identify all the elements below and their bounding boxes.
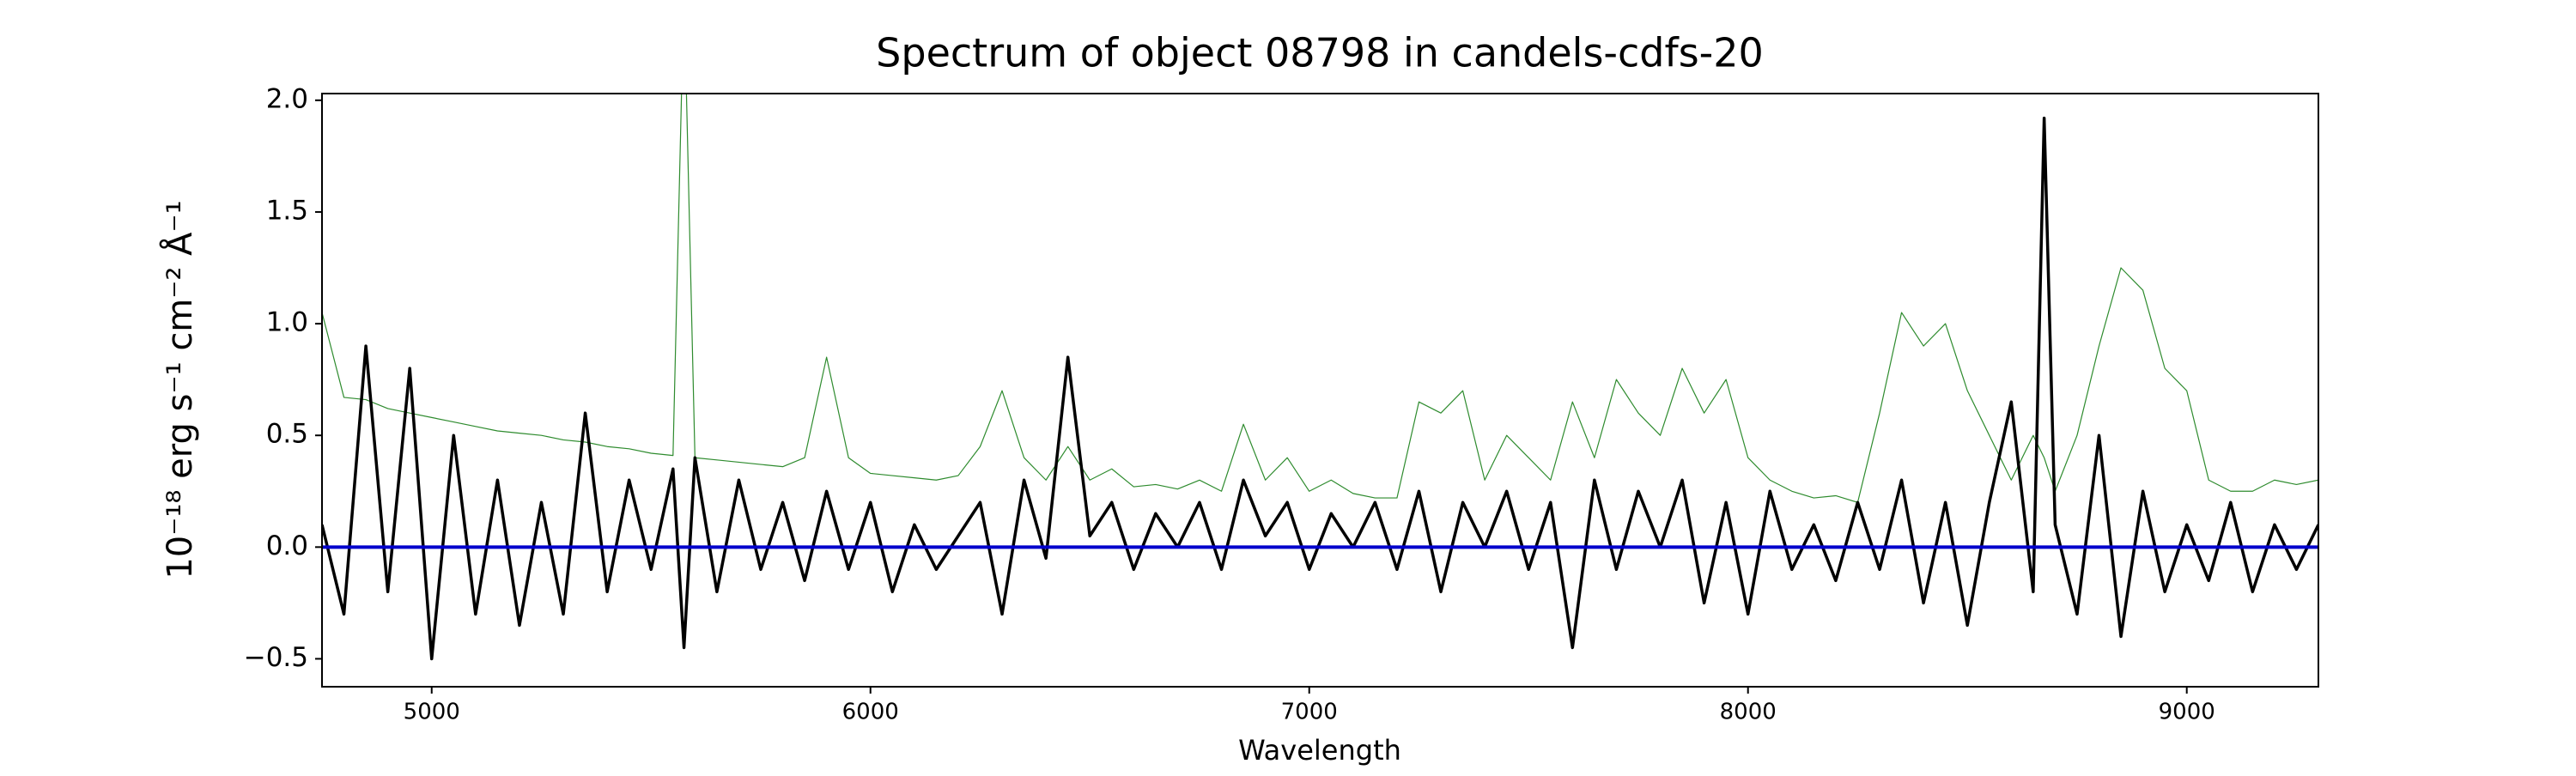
y-tick-label: 1.0 bbox=[266, 307, 308, 338]
x-axis-label: Wavelength bbox=[1238, 734, 1401, 767]
y-axis-label: 10⁻¹⁸ erg s⁻¹ cm⁻² Å⁻¹ bbox=[159, 200, 200, 579]
x-tick-label: 5000 bbox=[404, 700, 460, 725]
y-tick-label: 0.5 bbox=[266, 419, 308, 450]
x-tick-label: 8000 bbox=[1720, 700, 1777, 725]
y-tick-label: 2.0 bbox=[266, 83, 308, 114]
y-tick-label: −0.5 bbox=[244, 642, 308, 673]
x-tick-label: 9000 bbox=[2159, 700, 2215, 725]
spectrum-line bbox=[322, 116, 2318, 661]
x-tick-label: 6000 bbox=[842, 700, 899, 725]
x-tick-label: 7000 bbox=[1281, 700, 1338, 725]
plot-frame bbox=[321, 93, 2319, 688]
y-tick-label: 1.5 bbox=[266, 195, 308, 226]
chart-title: Spectrum of object 08798 in candels-cdfs… bbox=[876, 30, 1764, 76]
y-tick-label: 0.0 bbox=[266, 530, 308, 561]
plot-area bbox=[322, 94, 2318, 661]
